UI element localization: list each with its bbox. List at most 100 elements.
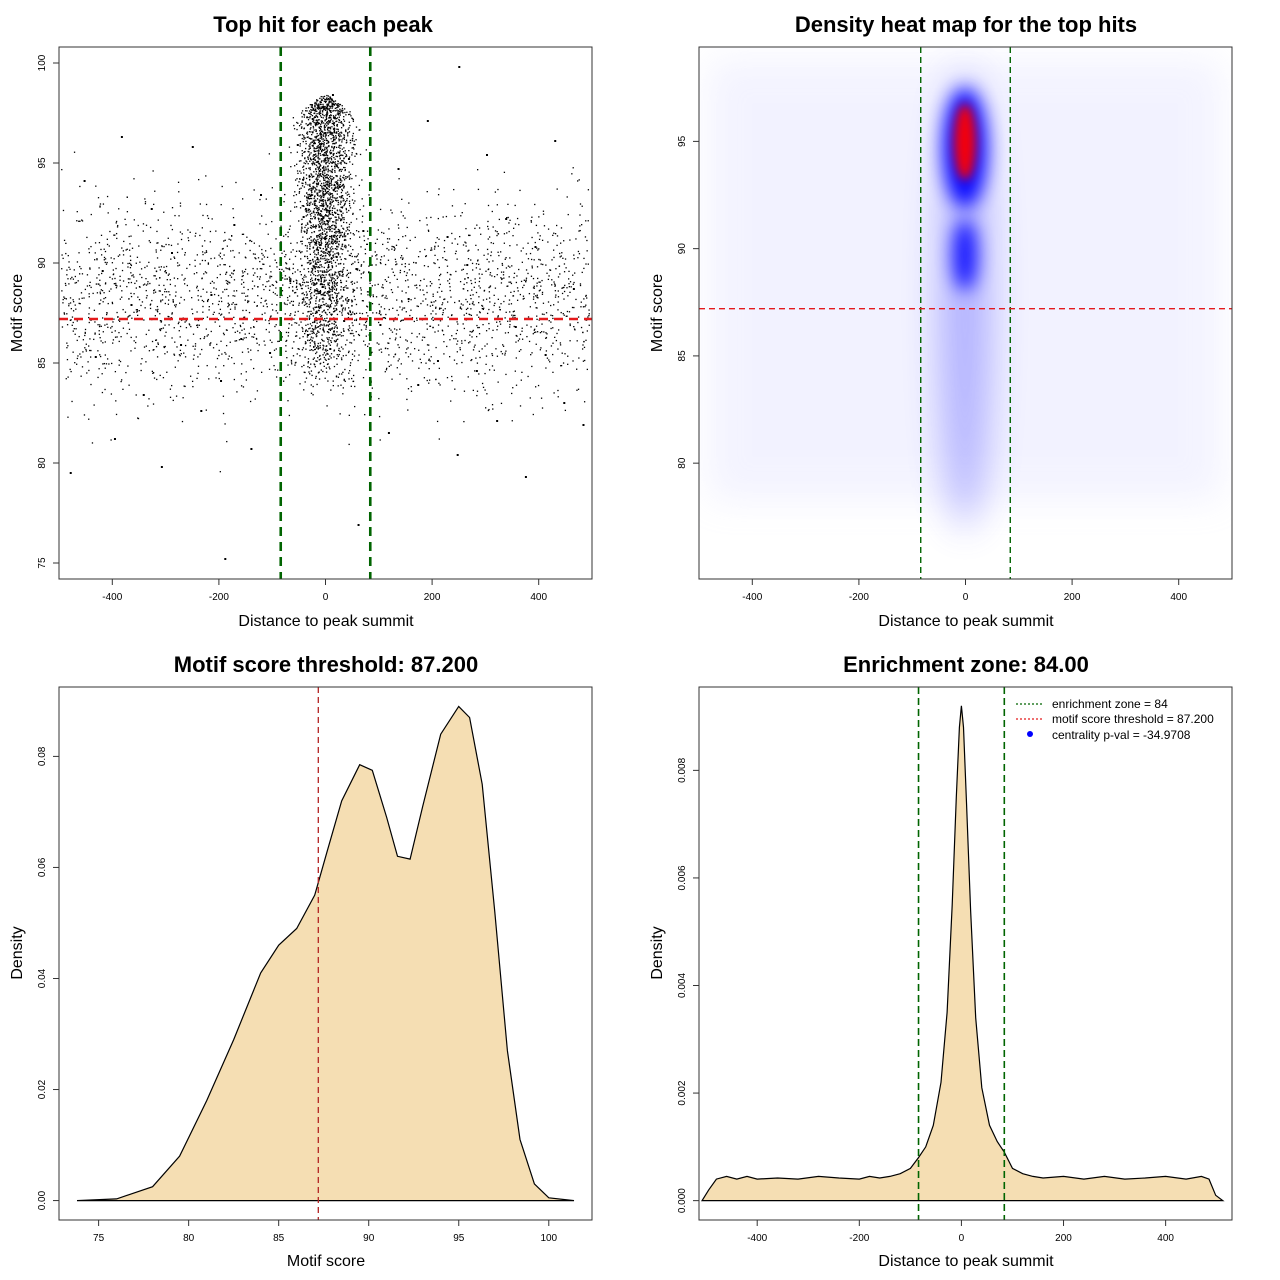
scatter-point bbox=[218, 300, 220, 303]
scatter-point bbox=[502, 344, 504, 346]
scatter-point bbox=[278, 329, 280, 332]
scatter-point bbox=[335, 114, 337, 116]
scatter-point bbox=[155, 339, 158, 341]
scatter-point bbox=[228, 355, 230, 357]
scatter-point bbox=[197, 365, 200, 367]
scatter-point bbox=[225, 271, 228, 274]
scatter-point bbox=[324, 119, 326, 121]
scatter-point bbox=[137, 417, 140, 420]
scatter-point bbox=[326, 232, 328, 234]
scatter-point bbox=[352, 288, 354, 291]
scatter-point bbox=[254, 257, 256, 259]
scatter-point bbox=[464, 241, 466, 243]
scatter-point bbox=[335, 141, 337, 144]
scatter-point bbox=[387, 276, 390, 278]
scatter-point bbox=[288, 323, 290, 325]
scatter-point bbox=[326, 228, 328, 230]
scatter-point bbox=[342, 355, 345, 357]
scatter-point bbox=[94, 252, 96, 254]
scatter-point bbox=[323, 193, 326, 195]
scatter-point bbox=[507, 203, 509, 206]
scatter-point bbox=[335, 340, 337, 342]
scatter-point bbox=[443, 239, 446, 242]
scatter-point bbox=[315, 239, 317, 241]
scatter-point bbox=[566, 287, 568, 289]
scatter-point bbox=[321, 242, 323, 244]
scatter-point bbox=[285, 253, 287, 256]
scatter-point bbox=[275, 348, 277, 350]
scatter-point bbox=[330, 162, 333, 164]
scatter-point bbox=[245, 336, 247, 339]
scatter-point bbox=[325, 241, 327, 243]
scatter-point bbox=[361, 215, 364, 217]
scatter-point bbox=[556, 332, 558, 335]
scatter-point bbox=[209, 282, 212, 284]
scatter-point bbox=[463, 283, 465, 286]
scatter-point bbox=[339, 219, 342, 222]
scatter-point bbox=[331, 238, 333, 240]
scatter-point bbox=[71, 276, 73, 279]
scatter-point bbox=[434, 245, 436, 247]
scatter-point bbox=[319, 345, 321, 347]
scatter-point bbox=[384, 263, 387, 266]
scatter-point bbox=[394, 248, 396, 250]
scatter-point bbox=[301, 155, 303, 157]
scatter-point bbox=[318, 371, 320, 373]
scatter-point bbox=[103, 259, 105, 261]
scatter-point bbox=[72, 299, 74, 301]
scatter-point bbox=[76, 339, 78, 342]
scatter-point bbox=[435, 346, 437, 349]
scatter-point bbox=[407, 409, 409, 411]
scatter-point bbox=[304, 226, 306, 229]
scatter-point bbox=[319, 190, 321, 192]
scatter-point bbox=[333, 129, 336, 132]
scatter-point bbox=[318, 143, 321, 146]
scatter-point bbox=[329, 344, 332, 346]
scatter-point bbox=[309, 263, 311, 265]
scatter-point bbox=[439, 307, 441, 309]
scatter-point bbox=[476, 324, 478, 327]
scatter-point bbox=[585, 339, 587, 341]
scatter-point bbox=[84, 332, 86, 334]
scatter-point bbox=[264, 300, 266, 302]
scatter-point bbox=[478, 280, 481, 283]
scatter-point bbox=[171, 384, 173, 387]
scatter-point bbox=[84, 288, 87, 291]
scatter-point bbox=[160, 301, 162, 303]
scatter-point bbox=[303, 178, 305, 180]
scatter-point bbox=[308, 306, 311, 308]
scatter-point bbox=[356, 281, 358, 283]
scatter-point bbox=[325, 238, 327, 240]
scatter-point bbox=[332, 251, 334, 253]
scatter-point bbox=[308, 220, 311, 222]
scatter-point bbox=[169, 279, 171, 281]
scatter-point bbox=[328, 240, 330, 243]
scatter-point bbox=[76, 211, 78, 213]
scatter-point bbox=[126, 196, 129, 198]
scatter-point bbox=[161, 245, 163, 248]
scatter-point bbox=[560, 242, 562, 244]
scatter-point bbox=[415, 274, 417, 276]
scatter-point bbox=[340, 234, 342, 236]
scatter-point bbox=[382, 243, 384, 246]
scatter-point bbox=[338, 121, 340, 124]
scatter-point bbox=[324, 179, 326, 181]
scatter-point bbox=[410, 309, 412, 311]
scatter-point bbox=[488, 291, 491, 293]
scatter-point bbox=[313, 162, 316, 164]
scatter-point bbox=[79, 265, 81, 268]
scatter-point bbox=[328, 97, 330, 100]
scatter-point bbox=[219, 256, 221, 258]
scatter-point bbox=[96, 277, 98, 279]
scatter-point bbox=[500, 251, 502, 253]
scatter-point bbox=[438, 382, 440, 384]
scatter-point bbox=[308, 198, 311, 200]
scatter-point bbox=[407, 279, 409, 281]
scatter-point bbox=[102, 301, 104, 303]
scatter-point bbox=[313, 154, 315, 156]
scatter-point bbox=[329, 250, 331, 253]
scatter-point bbox=[406, 398, 408, 401]
scatter-point bbox=[352, 290, 355, 292]
scatter-point bbox=[422, 300, 424, 302]
scatter-point bbox=[320, 254, 323, 256]
